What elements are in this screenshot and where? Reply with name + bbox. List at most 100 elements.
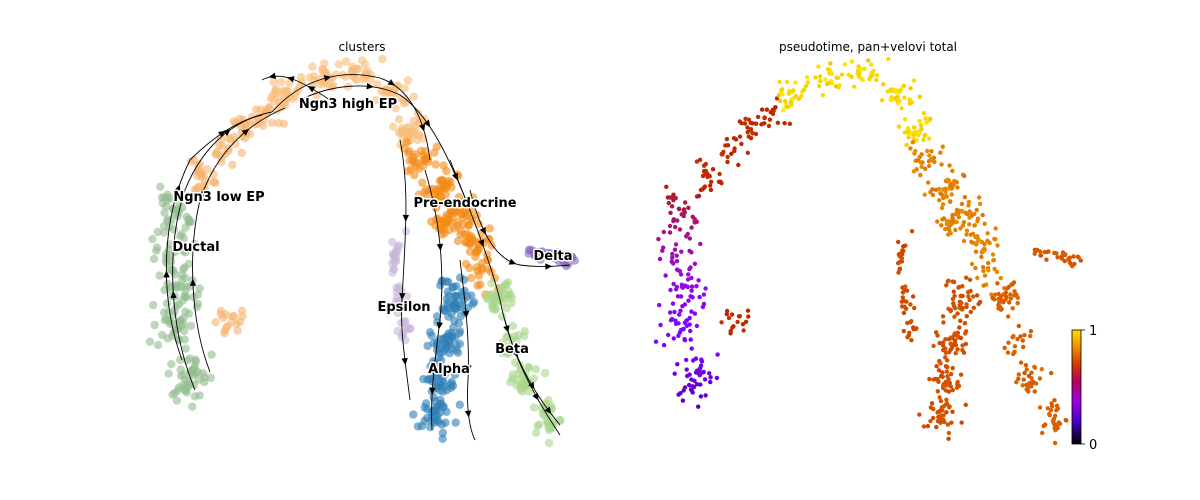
streamline-arrow bbox=[423, 119, 431, 128]
pseudotime-point-ngn3-low-ep bbox=[775, 120, 781, 126]
pseudotime-point-epsilon bbox=[909, 319, 914, 324]
pseudotime-point-beta bbox=[1033, 381, 1039, 386]
cluster-point-beta bbox=[503, 278, 513, 287]
pseudotime-point-ductal bbox=[666, 200, 671, 206]
pseudotime-point-alpha bbox=[943, 355, 948, 360]
pseudotime-point-delta bbox=[1038, 253, 1044, 258]
pseudotime-point-ngn3-low-ep bbox=[735, 319, 740, 325]
pseudotime-point-ductal bbox=[686, 382, 692, 388]
pseudotime-point-beta bbox=[1014, 292, 1019, 297]
cluster-point-ductal bbox=[195, 391, 204, 400]
pseudotime-point-ductal bbox=[672, 371, 677, 376]
pseudotime-point-ngn3-low-ep bbox=[746, 314, 751, 319]
cluster-point-beta bbox=[520, 331, 529, 341]
pseudotime-point-ductal bbox=[668, 287, 673, 293]
pseudotime-point-ngn3-low-ep bbox=[748, 127, 754, 132]
pseudotime-point-beta bbox=[1029, 376, 1034, 381]
pseudotime-point-pre-endocrine bbox=[930, 187, 935, 192]
cluster-point-ngn3-high-ep bbox=[359, 74, 368, 84]
pseudotime-point-ngn3-high-ep bbox=[776, 93, 782, 98]
pseudotime-point-pre-endocrine bbox=[941, 216, 947, 221]
pseudotime-point-ngn3-low-ep bbox=[694, 159, 700, 164]
cluster-point-alpha bbox=[420, 416, 429, 426]
pseudotime-point-beta bbox=[1022, 370, 1027, 376]
pseudotime-point-ductal bbox=[677, 312, 682, 317]
pseudotime-point-ngn3-high-ep bbox=[784, 79, 790, 85]
pseudotime-point-pre-endocrine bbox=[982, 241, 987, 247]
pseudotime-point-ngn3-low-ep bbox=[719, 151, 724, 157]
cluster-point-ngn3-high-ep bbox=[413, 135, 422, 145]
cluster-point-ngn3-high-ep bbox=[308, 62, 317, 71]
streamline-arrow bbox=[387, 79, 396, 86]
pseudotime-point-delta bbox=[1067, 259, 1072, 265]
streamline bbox=[299, 85, 471, 211]
pseudotime-point-epsilon bbox=[905, 335, 910, 340]
streamline-arrow bbox=[174, 184, 181, 193]
colorbar: 1 0 bbox=[1071, 324, 1097, 453]
cluster-point-ductal bbox=[145, 337, 155, 346]
pseudotime-point-ngn3-low-ep bbox=[755, 114, 761, 120]
streamline-arrow bbox=[189, 278, 197, 286]
cluster-point-ngn3-high-ep bbox=[371, 96, 381, 105]
pseudotime-point-ngn3-low-ep bbox=[716, 179, 722, 184]
streamline-arrow bbox=[429, 387, 436, 395]
pseudotime-point-ngn3-high-ep bbox=[906, 135, 911, 140]
pseudotime-point-pre-endocrine bbox=[975, 275, 980, 281]
cluster-point-beta bbox=[506, 378, 515, 387]
pseudotime-point-alpha bbox=[950, 365, 955, 371]
pseudotime-point-pre-endocrine bbox=[939, 223, 944, 228]
cluster-point-ngn3-high-ep bbox=[388, 122, 398, 131]
pseudotime-point-pre-endocrine bbox=[930, 192, 936, 198]
pseudotime-point-pre-endocrine bbox=[948, 231, 953, 236]
pseudotime-point-pre-endocrine bbox=[947, 163, 952, 168]
pseudotime-point-alpha bbox=[968, 288, 973, 294]
cluster-point-beta bbox=[508, 321, 517, 331]
cluster-point-ngn3-low-ep bbox=[229, 132, 239, 141]
pseudotime-point-ductal bbox=[677, 227, 683, 232]
cluster-point-pre-endocrine bbox=[418, 161, 428, 171]
pseudotime-point-delta bbox=[1044, 257, 1049, 262]
pseudotime-point-ngn3-low-ep bbox=[729, 151, 734, 156]
pseudotime-point-ductal bbox=[667, 230, 673, 235]
cluster-point-ductal bbox=[207, 350, 216, 359]
streamline-arrow bbox=[268, 72, 277, 79]
pseudotime-point-beta bbox=[1006, 314, 1011, 319]
pseudotime-point-delta bbox=[1055, 255, 1060, 260]
pseudotime-point-pre-endocrine bbox=[955, 185, 960, 190]
cluster-label-ductal: Ductal bbox=[172, 240, 219, 255]
cluster-point-ngn3-low-ep bbox=[279, 119, 289, 128]
pseudotime-point-alpha bbox=[955, 311, 960, 316]
cluster-point-alpha bbox=[426, 422, 435, 432]
pseudotime-point-alpha bbox=[964, 314, 969, 319]
cluster-point-alpha bbox=[456, 312, 465, 321]
pseudotime-point-ngn3-high-ep bbox=[874, 77, 879, 83]
pseudotime-point-pre-endocrine bbox=[962, 195, 968, 200]
cluster-point-ductal bbox=[195, 284, 204, 293]
pseudotime-point-ductal bbox=[682, 210, 687, 215]
cluster-point-ductal bbox=[172, 302, 181, 311]
pseudotime-point-alpha bbox=[957, 284, 962, 290]
pseudotime-point-ductal bbox=[696, 193, 702, 199]
cluster-point-pre-endocrine bbox=[485, 224, 494, 233]
pseudotime-point-ductal bbox=[664, 184, 669, 189]
streamline-arrow bbox=[419, 123, 426, 132]
pseudotime-point-pre-endocrine bbox=[945, 177, 950, 182]
pseudotime-point-ngn3-low-ep bbox=[771, 108, 776, 114]
pseudotime-point-beta bbox=[995, 281, 1000, 286]
pseudotime-point-beta bbox=[1020, 338, 1025, 343]
cluster-point-ngn3-high-ep bbox=[409, 92, 418, 102]
cluster-point-beta bbox=[544, 420, 553, 429]
pseudotime-point-beta bbox=[1052, 398, 1057, 403]
pseudotime-point-ductal bbox=[669, 316, 675, 322]
pseudotime-point-ductal bbox=[675, 294, 681, 299]
pseudotime-point-ngn3-high-ep bbox=[828, 61, 833, 66]
pseudotime-point-pre-endocrine bbox=[973, 265, 978, 271]
cluster-label-pre-endocrine: Pre-endocrine bbox=[413, 196, 516, 211]
pseudotime-point-ngn3-low-ep bbox=[728, 331, 733, 336]
cluster-point-pre-endocrine bbox=[465, 247, 475, 256]
pseudotime-point-ductal bbox=[697, 294, 702, 300]
streamline-arrow bbox=[163, 270, 170, 278]
streamline-arrow bbox=[170, 291, 177, 299]
streamline-arrow bbox=[479, 226, 486, 235]
pseudotime-point-ngn3-high-ep bbox=[785, 104, 791, 110]
